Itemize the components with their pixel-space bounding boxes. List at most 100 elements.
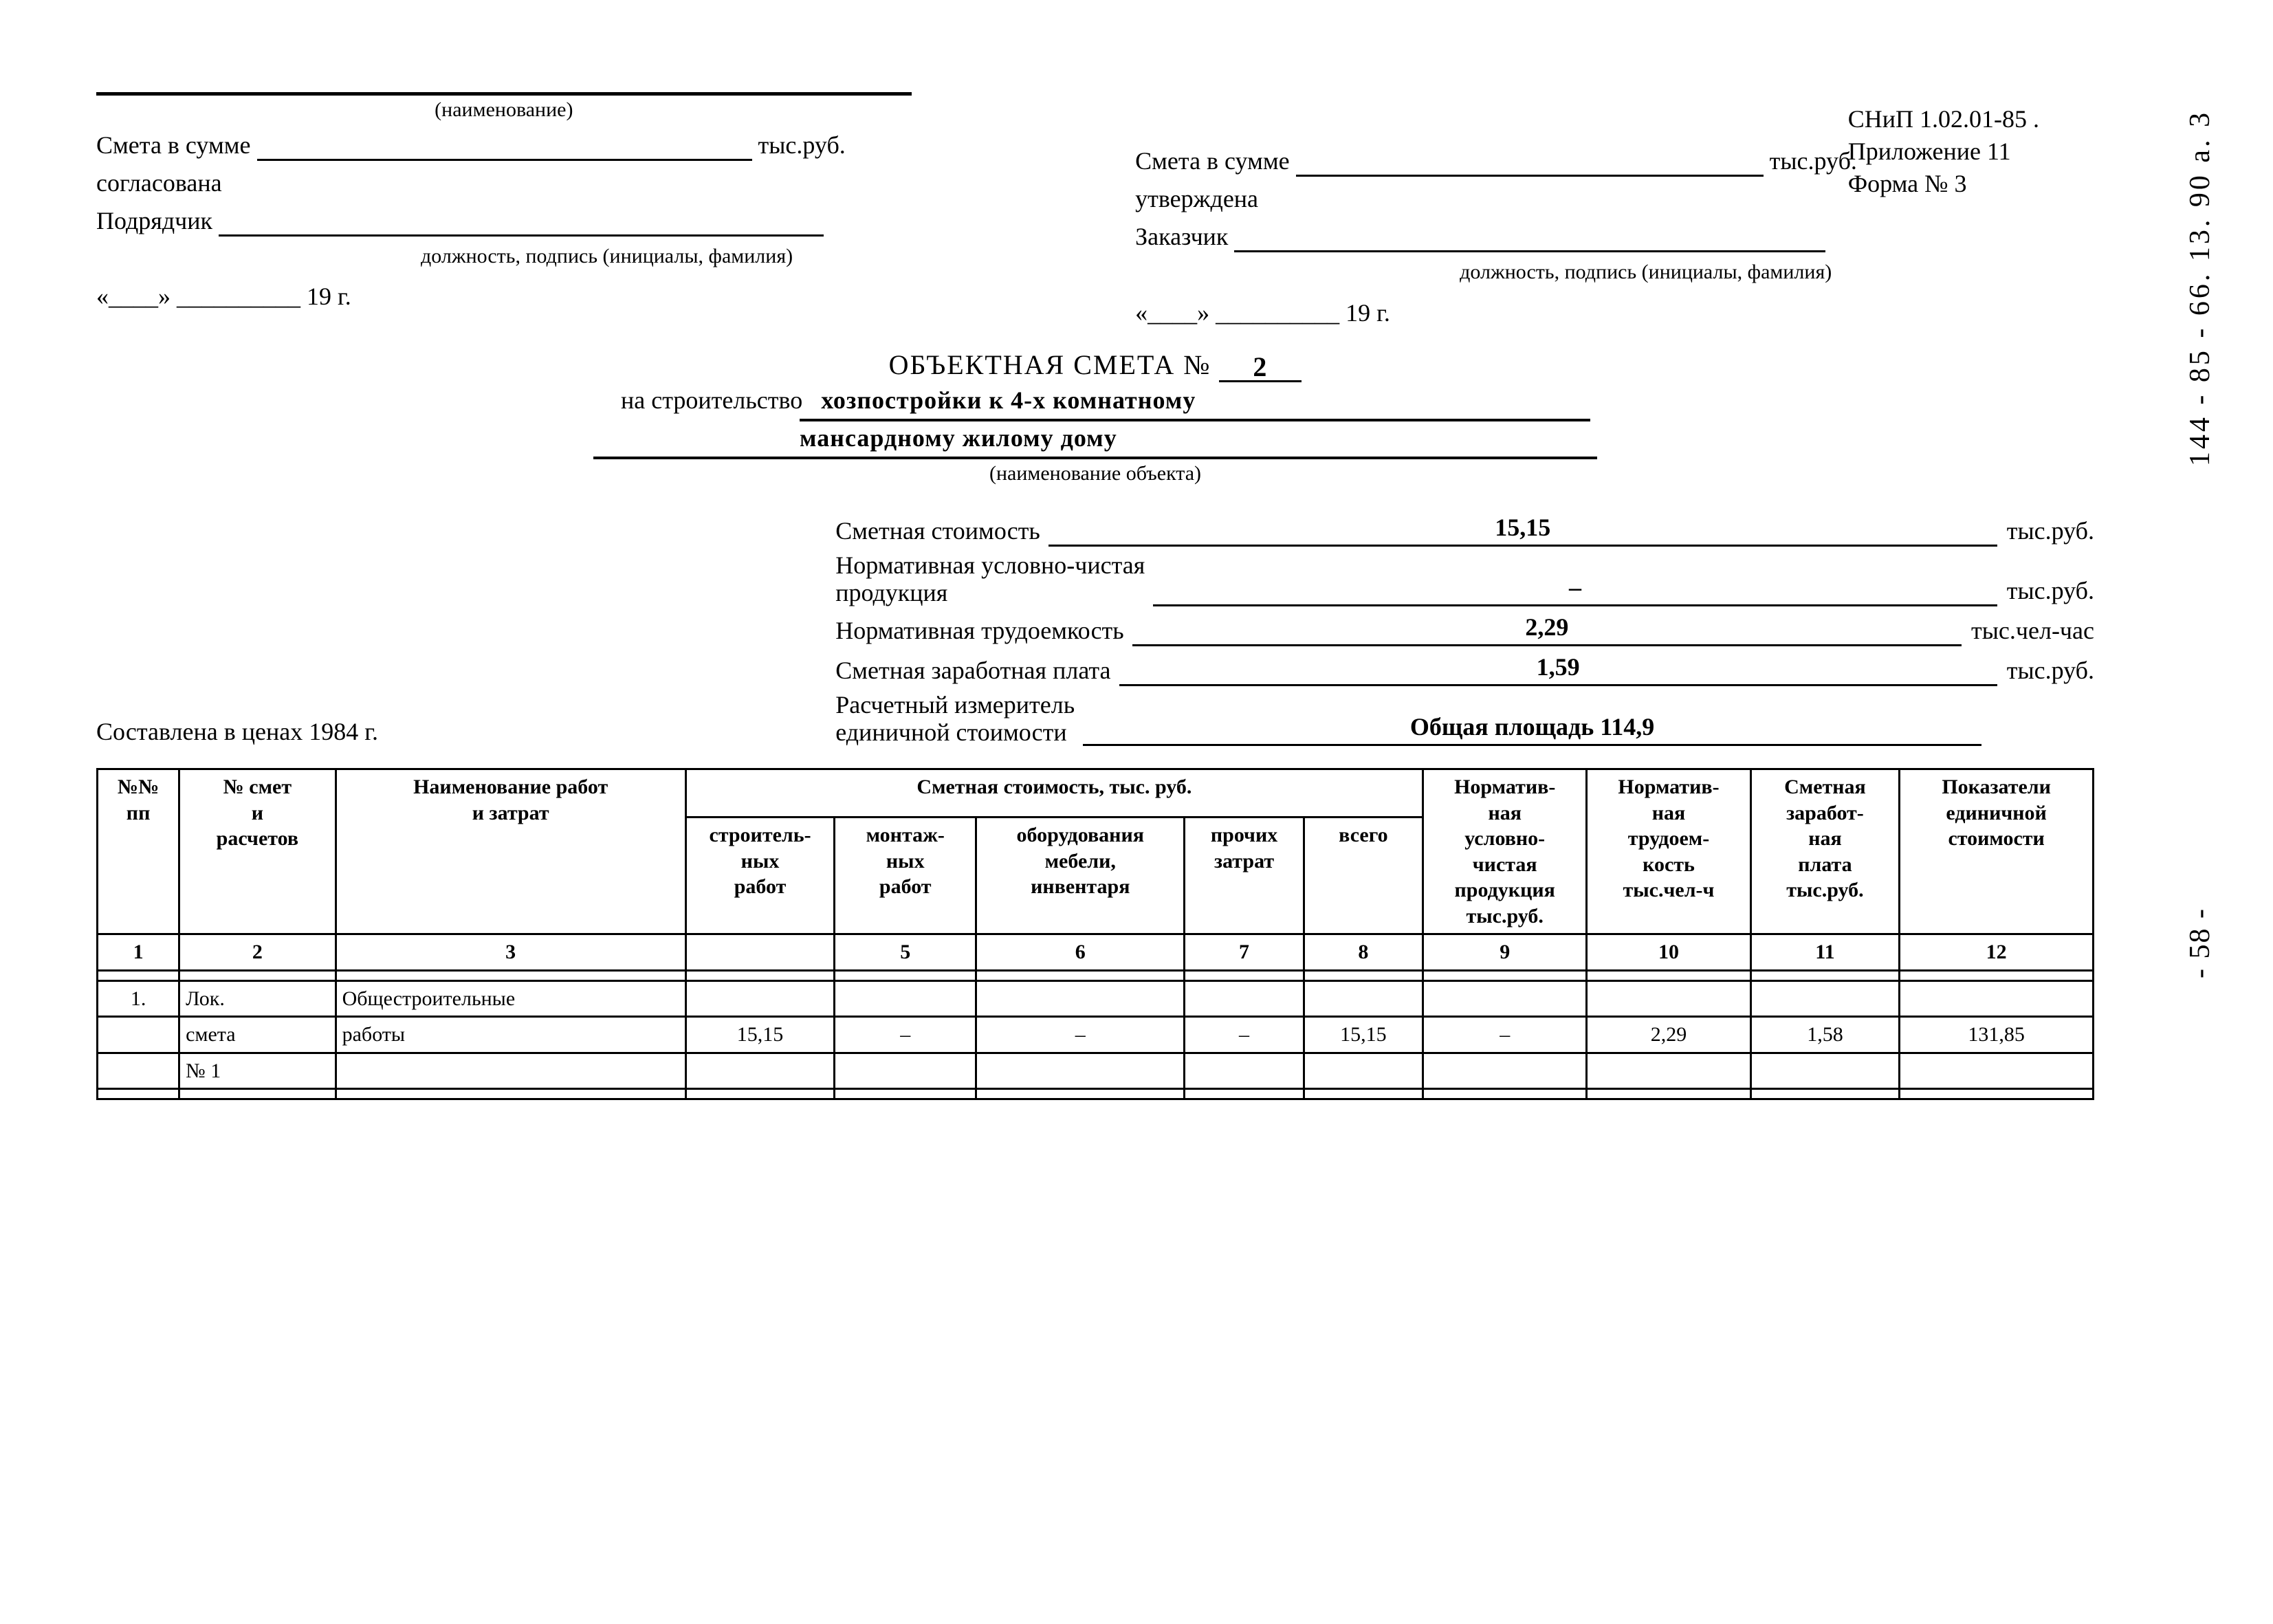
prices-note: Составлена в ценах 1984 г.	[96, 716, 378, 751]
table-head-row1: №№пп № сметирасчетов Наименование работи…	[98, 769, 2094, 818]
table-cell	[1900, 1089, 2094, 1099]
right-customer-label: Заказчик	[1135, 223, 1228, 250]
th-4: строитель-ныхработ	[685, 818, 835, 934]
table-row: 1.Лок.Общестроительные	[98, 980, 2094, 1017]
table-cell: 1.	[98, 980, 179, 1017]
table-cell: –	[976, 1017, 1185, 1053]
table-cell	[1304, 1089, 1423, 1099]
summary-right: Сметная стоимость 15,15 тыс.руб. Нормати…	[835, 507, 2094, 751]
table-numcell: 11	[1750, 934, 1900, 971]
object-line2: мансардному жилому дому	[593, 423, 1597, 454]
left-signer-caption: должность, подпись (инициалы, фамилия)	[96, 243, 1007, 270]
table-numcell: 6	[976, 934, 1185, 971]
th-2: № сметирасчетов	[179, 769, 336, 934]
table-row	[98, 970, 2094, 980]
table-cell: № 1	[179, 1053, 336, 1089]
th-8: всего	[1304, 818, 1423, 934]
table-cell: работы	[336, 1017, 685, 1053]
th-5: монтаж-ныхработ	[835, 818, 976, 934]
table-cell	[1750, 970, 1900, 980]
table-cell	[685, 1053, 835, 1089]
right-signer-caption: должность, подпись (инициалы, фамилия)	[1135, 259, 2046, 285]
table-cell: 131,85	[1900, 1017, 2094, 1053]
table-cell	[336, 970, 685, 980]
th-6: оборудованиямебели,инвентаря	[976, 818, 1185, 934]
table-cell	[1750, 980, 1900, 1017]
th-3: Наименование работи затрат	[336, 769, 685, 934]
left-sum-unit: тыс.руб.	[758, 131, 846, 159]
table-cell	[1185, 970, 1304, 980]
sum-ncp-label2: продукция	[835, 579, 947, 606]
sum-cost-label: Сметная стоимость	[835, 516, 1048, 547]
table-cell: –	[1185, 1017, 1304, 1053]
table-numcell: 1	[98, 934, 179, 971]
table-cell	[1423, 970, 1587, 980]
th-10: Норматив-наятрудоем-костьтыс.чел-ч	[1587, 769, 1750, 934]
table-numcell: 9	[1423, 934, 1587, 971]
table-cell	[976, 1089, 1185, 1099]
table-numcell: 7	[1185, 934, 1304, 971]
form-header: СНиП 1.02.01-85 . Приложение 11 Форма № …	[1848, 103, 2039, 199]
table-cell: 15,15	[1304, 1017, 1423, 1053]
table-cell	[179, 970, 336, 980]
table-cell: –	[835, 1017, 976, 1053]
summary-block: Составлена в ценах 1984 г. Сметная стоим…	[96, 507, 2094, 751]
table-cell	[1185, 980, 1304, 1017]
sum-labor-label: Нормативная трудоемкость	[835, 615, 1132, 646]
table-cell	[1900, 980, 2094, 1017]
table-cell	[98, 1017, 179, 1053]
table-cell	[685, 970, 835, 980]
table-cell	[98, 970, 179, 980]
table-cell: 1,58	[1750, 1017, 1900, 1053]
table-cell: Общестроительные	[336, 980, 685, 1017]
sum-wage-label: Сметная заработная плата	[835, 655, 1119, 686]
table-cell	[336, 1053, 685, 1089]
table-cell	[685, 1089, 835, 1099]
table-cell: Лок.	[179, 980, 336, 1017]
sum-ncp-unit: тыс.руб.	[1997, 575, 2094, 606]
table-cell	[835, 1089, 976, 1099]
th-12: Показателиединичнойстоимости	[1900, 769, 2094, 934]
table-cell	[1304, 1053, 1423, 1089]
form-header-line2: Приложение 11	[1848, 135, 2039, 168]
table-cell: 15,15	[685, 1017, 835, 1053]
table-cell	[1900, 970, 2094, 980]
table-cell	[976, 970, 1185, 980]
table-cell: –	[1423, 1017, 1587, 1053]
table-cell	[1423, 1089, 1587, 1099]
table-cell	[1185, 1089, 1304, 1099]
table-numcell: 8	[1304, 934, 1423, 971]
form-header-line3: Форма № 3	[1848, 168, 2039, 200]
left-contractor-label: Подрядчик	[96, 207, 212, 234]
table-numcell: 2	[179, 934, 336, 971]
table-row: сметаработы15,15–––15,15–2,291,58131,85	[98, 1017, 2094, 1053]
table-cell	[835, 1053, 976, 1089]
table-cell	[1750, 1053, 1900, 1089]
table-cell	[835, 970, 976, 980]
right-sum-unit: тыс.руб.	[1770, 147, 1857, 175]
table-cell	[1750, 1089, 1900, 1099]
left-sum-label: Смета в сумме	[96, 131, 251, 159]
table-cell	[1185, 1053, 1304, 1089]
sum-wage-value: 1,59	[1119, 652, 1997, 686]
sum-meas-label1: Расчетный измеритель	[835, 691, 1075, 718]
estimate-table: №№пп № сметирасчетов Наименование работи…	[96, 768, 2094, 1100]
sum-labor-value: 2,29	[1132, 612, 1962, 646]
table-numcell: 5	[835, 934, 976, 971]
sum-cost-value: 15,15	[1048, 512, 1997, 547]
sum-labor-unit: тыс.чел-час	[1962, 615, 2094, 646]
sum-cost-unit: тыс.руб.	[1997, 516, 2094, 547]
table-cell	[336, 1089, 685, 1099]
th-9: Норматив-наяусловно-чистаяпродукциятыс.р…	[1423, 769, 1587, 934]
right-date: «____» __________ 19 г.	[1135, 298, 2094, 329]
sum-meas-value: Общая площадь 114,9	[1083, 712, 1981, 746]
left-top-caption: (наименование)	[96, 97, 912, 123]
table-numcell: 12	[1900, 934, 2094, 971]
table-body: 1.Лок.Общестроительныесметаработы15,15––…	[98, 970, 2094, 1099]
table-numcell: 3	[336, 934, 685, 971]
table-cell	[1423, 980, 1587, 1017]
form-header-line1: СНиП 1.02.01-85 .	[1848, 103, 2039, 135]
margin-code-vertical: 144 - 85 - 66. 13. 90 а. 3	[2182, 110, 2219, 466]
table-cell	[179, 1089, 336, 1099]
approval-left: (наименование) Смета в сумме тыс.руб. со…	[96, 89, 1055, 329]
